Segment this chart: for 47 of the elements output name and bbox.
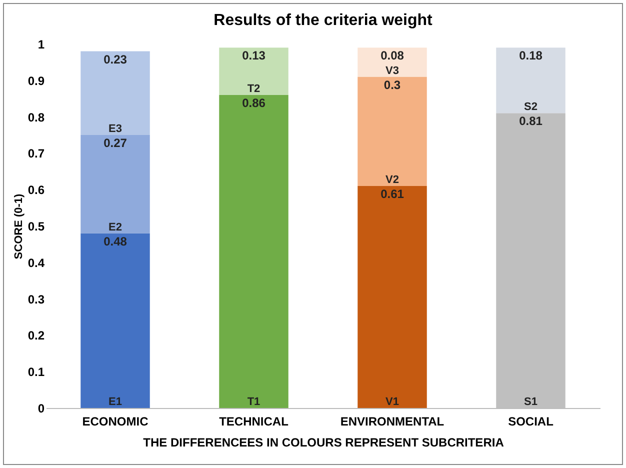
y-tick-label: 1 [38,38,45,52]
annotation: E1 [108,396,122,408]
y-tick-label: 0 [38,402,45,416]
bar [219,48,288,95]
annotation: S1 [524,396,538,408]
x-tick-label: ECONOMIC [82,414,149,428]
y-tick-label: 0.1 [28,365,45,380]
y-tick-label: 0.8 [28,110,45,124]
data-label: 0.61 [380,186,404,201]
data-label: 0.23 [104,52,128,66]
x-tick-label: ENVIRONMENTAL [340,414,444,428]
chart-title: Results of the criteria weight [214,12,434,29]
bar [358,48,427,77]
x-axis-title: THE DIFFERENCEES IN COLOURS REPRESENT SUBCRITERIA [143,436,504,450]
data-label: 0.81 [519,114,543,128]
bar [358,186,427,408]
annotation: E3 [108,123,122,135]
y-tick-label: 0.2 [28,328,45,343]
data-label: 0.86 [242,96,266,110]
y-tick-label: 0.9 [28,74,45,88]
data-label: 0.3 [384,78,401,92]
bar [80,135,150,234]
bar [358,76,427,186]
bar [80,51,150,135]
annotation: T1 [247,396,260,408]
data-label: 0.18 [519,48,543,63]
data-label: 0.48 [104,234,128,248]
annotation: V1 [386,396,399,408]
annotation: S2 [524,101,538,114]
annotation: V3 [386,64,399,77]
annotation: T2 [247,82,260,95]
annotation: V2 [386,174,399,186]
data-label: 0.27 [104,136,128,150]
y-tick-label: 0.6 [28,183,45,198]
data-label: 0.08 [380,48,404,63]
bar [80,233,150,408]
y-tick-label: 0.4 [28,256,45,270]
x-tick-label: TECHNICAL [219,414,288,428]
bar [496,48,566,114]
y-tick-label: 0.3 [28,292,45,306]
bar [219,94,288,408]
y-tick-label: 0.7 [28,146,45,161]
x-tick-label: SOCIAL [508,414,554,428]
annotation: E2 [108,221,122,234]
y-tick-label: 0.5 [28,220,45,234]
data-label: 0.13 [242,48,266,63]
y-axis-title: SCORE (0-1) [12,193,25,260]
